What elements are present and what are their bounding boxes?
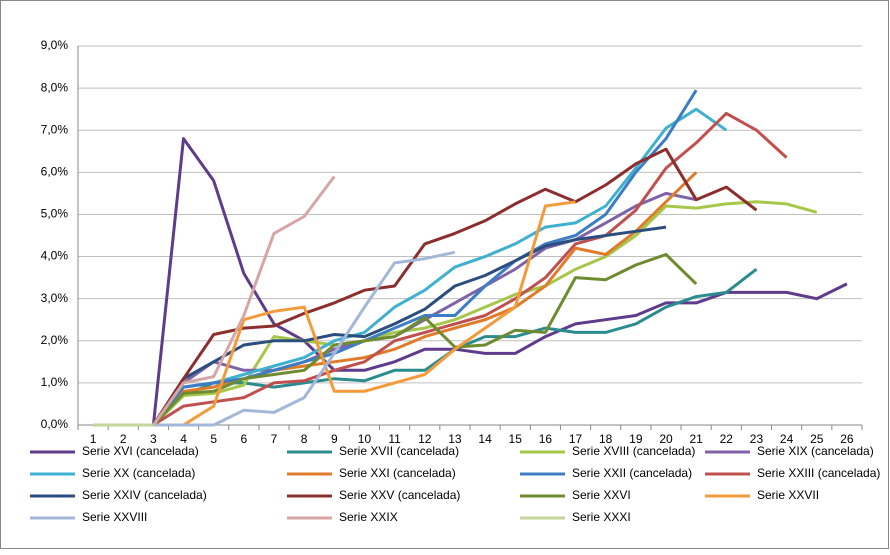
series-line (93, 147, 758, 427)
x-tick-label: 20 (659, 432, 673, 446)
x-tick-label: 14 (478, 432, 492, 446)
y-tick-label: 4,0% (41, 249, 69, 263)
x-tick-label: 24 (780, 432, 794, 446)
x-tick-label: 19 (629, 432, 643, 446)
legend-label: Serie XIX (cancelada) (757, 444, 874, 458)
y-tick-label: 5,0% (41, 207, 69, 221)
legend-label: Serie XVII (cancelada) (339, 444, 459, 458)
x-tick-label: 9 (331, 432, 338, 446)
x-tick-label: 16 (539, 432, 553, 446)
series-line (93, 89, 698, 427)
x-tick-label: 3 (150, 432, 157, 446)
legend-label: Serie XXV (cancelada) (339, 488, 460, 502)
y-tick-label: 3,0% (41, 291, 69, 305)
y-tick-label: 6,0% (41, 165, 69, 179)
x-tick-label: 4 (180, 432, 187, 446)
legend-label: Serie XXIX (339, 510, 398, 524)
series-line (93, 253, 698, 427)
x-tick-label: 23 (750, 432, 764, 446)
x-tick-label: 7 (271, 432, 278, 446)
series-line (93, 225, 667, 427)
x-tick-label: 25 (810, 432, 824, 446)
legend-label: Serie XVI (cancelada) (82, 444, 199, 458)
legend-label: Serie XXIII (cancelada) (757, 466, 880, 480)
y-tick-label: 8,0% (41, 80, 69, 94)
y-tick-label: 1,0% (41, 375, 69, 389)
x-tick-label: 17 (569, 432, 583, 446)
legend-label: Serie XXVI (572, 488, 631, 502)
y-tick-label: 9,0% (41, 38, 69, 52)
x-tick-label: 2 (120, 432, 127, 446)
legend-label: Serie XXVIII (82, 510, 147, 524)
x-tick-label: 5 (210, 432, 217, 446)
legend-label: Serie XXI (cancelada) (339, 466, 456, 480)
x-tick-label: 13 (448, 432, 462, 446)
x-tick-label: 26 (840, 432, 854, 446)
x-tick-label: 1 (90, 432, 97, 446)
legend-label: Serie XXIV (cancelada) (82, 488, 207, 502)
x-tick-label: 18 (599, 432, 613, 446)
legend-label: Serie XXXI (572, 510, 631, 524)
y-tick-label: 0,0% (41, 417, 69, 431)
x-tick-label: 22 (720, 432, 734, 446)
y-tick-label: 7,0% (41, 122, 69, 136)
x-tick-label: 8 (301, 432, 308, 446)
legend-label: Serie XXII (cancelada) (572, 466, 692, 480)
legend-label: Serie XXVII (757, 488, 819, 502)
x-tick-label: 21 (689, 432, 703, 446)
x-tick-label: 12 (418, 432, 432, 446)
legend-label: Serie XVIII (cancelada) (572, 444, 695, 458)
series-line (93, 171, 698, 427)
series-line (93, 200, 818, 427)
legend-label: Serie XX (cancelada) (82, 466, 195, 480)
x-tick-label: 15 (509, 432, 523, 446)
x-tick-label: 6 (241, 432, 248, 446)
series-line (93, 111, 788, 427)
x-tick-label: 11 (388, 432, 401, 446)
x-tick-label: 10 (358, 432, 372, 446)
y-tick-label: 2,0% (41, 333, 69, 347)
